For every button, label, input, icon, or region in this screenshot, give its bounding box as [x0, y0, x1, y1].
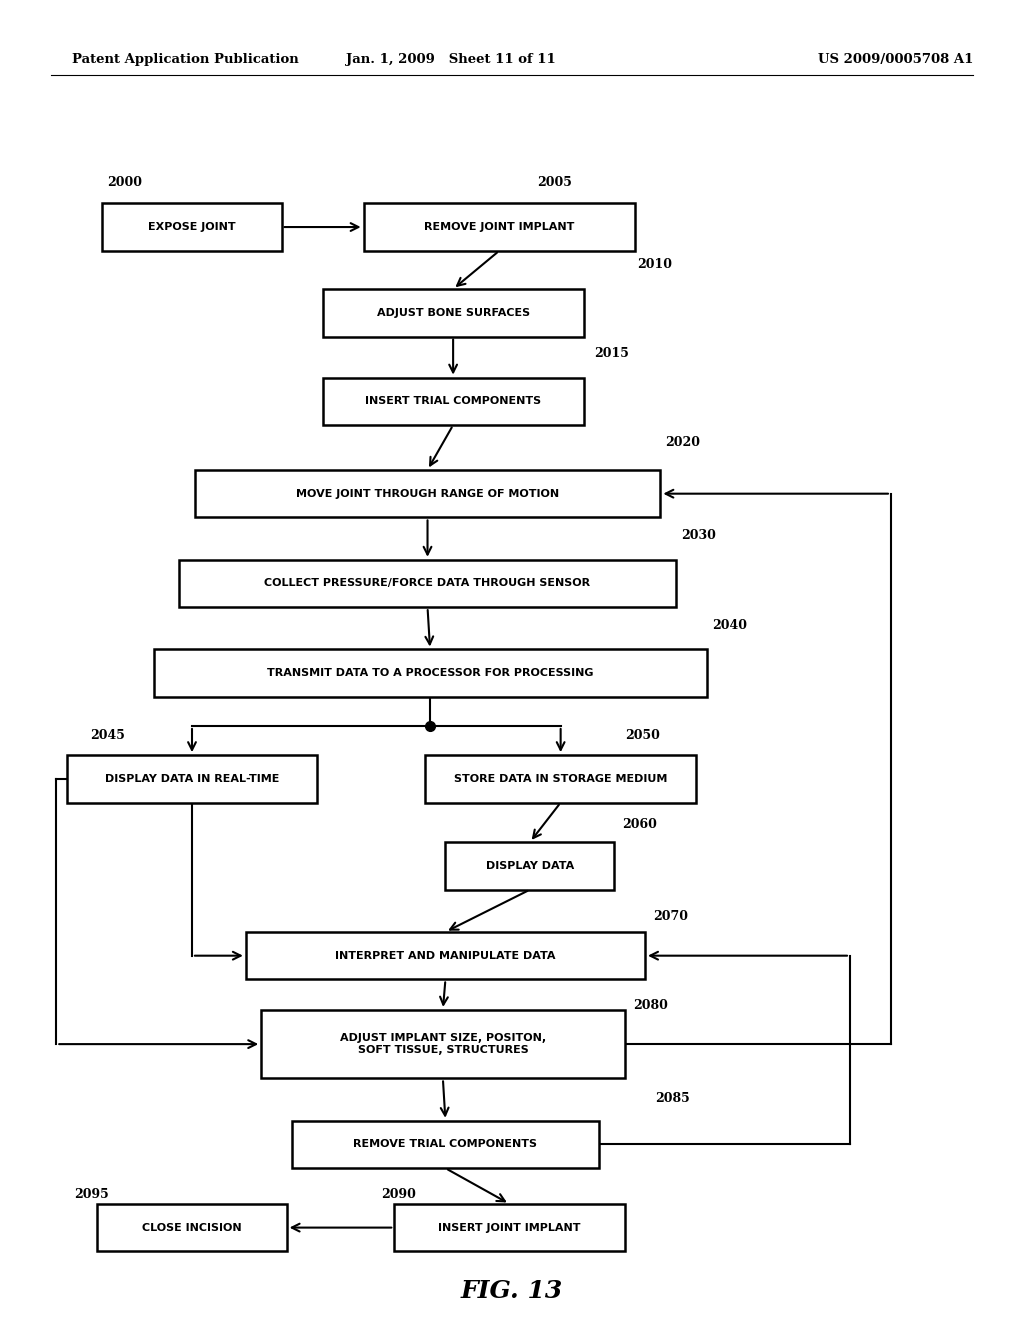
Bar: [261, 1010, 625, 1078]
Text: STORE DATA IN STORAGE MEDIUM: STORE DATA IN STORAGE MEDIUM: [454, 774, 668, 784]
Text: CLOSE INCISION: CLOSE INCISION: [142, 1222, 242, 1233]
Text: 2095: 2095: [74, 1188, 109, 1201]
Bar: [323, 289, 584, 337]
Text: 2045: 2045: [90, 729, 125, 742]
Text: ADJUST IMPLANT SIZE, POSITON,
SOFT TISSUE, STRUCTURES: ADJUST IMPLANT SIZE, POSITON, SOFT TISSU…: [340, 1034, 546, 1055]
Bar: [246, 932, 645, 979]
Text: 2010: 2010: [637, 257, 672, 271]
Bar: [292, 1121, 599, 1168]
Bar: [195, 470, 660, 517]
Text: 2040: 2040: [712, 619, 746, 632]
Bar: [102, 203, 282, 251]
Bar: [97, 1204, 287, 1251]
Text: REMOVE TRIAL COMPONENTS: REMOVE TRIAL COMPONENTS: [353, 1139, 538, 1150]
Text: INTERPRET AND MANIPULATE DATA: INTERPRET AND MANIPULATE DATA: [335, 950, 556, 961]
Bar: [179, 560, 676, 607]
Text: 2060: 2060: [623, 818, 657, 832]
Bar: [445, 842, 614, 890]
Text: DISPLAY DATA IN REAL-TIME: DISPLAY DATA IN REAL-TIME: [104, 774, 280, 784]
Text: COLLECT PRESSURE/FORCE DATA THROUGH SENSOR: COLLECT PRESSURE/FORCE DATA THROUGH SENS…: [264, 578, 591, 589]
Bar: [364, 203, 635, 251]
Text: US 2009/0005708 A1: US 2009/0005708 A1: [818, 53, 974, 66]
Text: EXPOSE JOINT: EXPOSE JOINT: [148, 222, 236, 232]
Text: ADJUST BONE SURFACES: ADJUST BONE SURFACES: [377, 308, 529, 318]
Bar: [154, 649, 707, 697]
Text: 2050: 2050: [625, 729, 659, 742]
Text: 2090: 2090: [381, 1188, 416, 1201]
Text: REMOVE JOINT IMPLANT: REMOVE JOINT IMPLANT: [424, 222, 574, 232]
Text: INSERT JOINT IMPLANT: INSERT JOINT IMPLANT: [438, 1222, 581, 1233]
Bar: [394, 1204, 625, 1251]
Text: INSERT TRIAL COMPONENTS: INSERT TRIAL COMPONENTS: [366, 396, 541, 407]
Text: 2030: 2030: [681, 529, 716, 543]
Text: 2020: 2020: [666, 436, 700, 449]
Text: 2005: 2005: [538, 176, 572, 189]
Text: FIG. 13: FIG. 13: [461, 1279, 563, 1303]
Bar: [323, 378, 584, 425]
Text: Patent Application Publication: Patent Application Publication: [72, 53, 298, 66]
Text: Jan. 1, 2009   Sheet 11 of 11: Jan. 1, 2009 Sheet 11 of 11: [346, 53, 555, 66]
Text: 2000: 2000: [108, 176, 142, 189]
Text: DISPLAY DATA: DISPLAY DATA: [485, 861, 574, 871]
Text: 2070: 2070: [653, 909, 688, 923]
Text: 2085: 2085: [655, 1092, 690, 1105]
Text: 2080: 2080: [633, 999, 668, 1012]
Text: TRANSMIT DATA TO A PROCESSOR FOR PROCESSING: TRANSMIT DATA TO A PROCESSOR FOR PROCESS…: [267, 668, 593, 678]
Bar: [67, 755, 317, 803]
Text: 2015: 2015: [594, 347, 629, 360]
Text: MOVE JOINT THROUGH RANGE OF MOTION: MOVE JOINT THROUGH RANGE OF MOTION: [296, 488, 559, 499]
Bar: [425, 755, 696, 803]
